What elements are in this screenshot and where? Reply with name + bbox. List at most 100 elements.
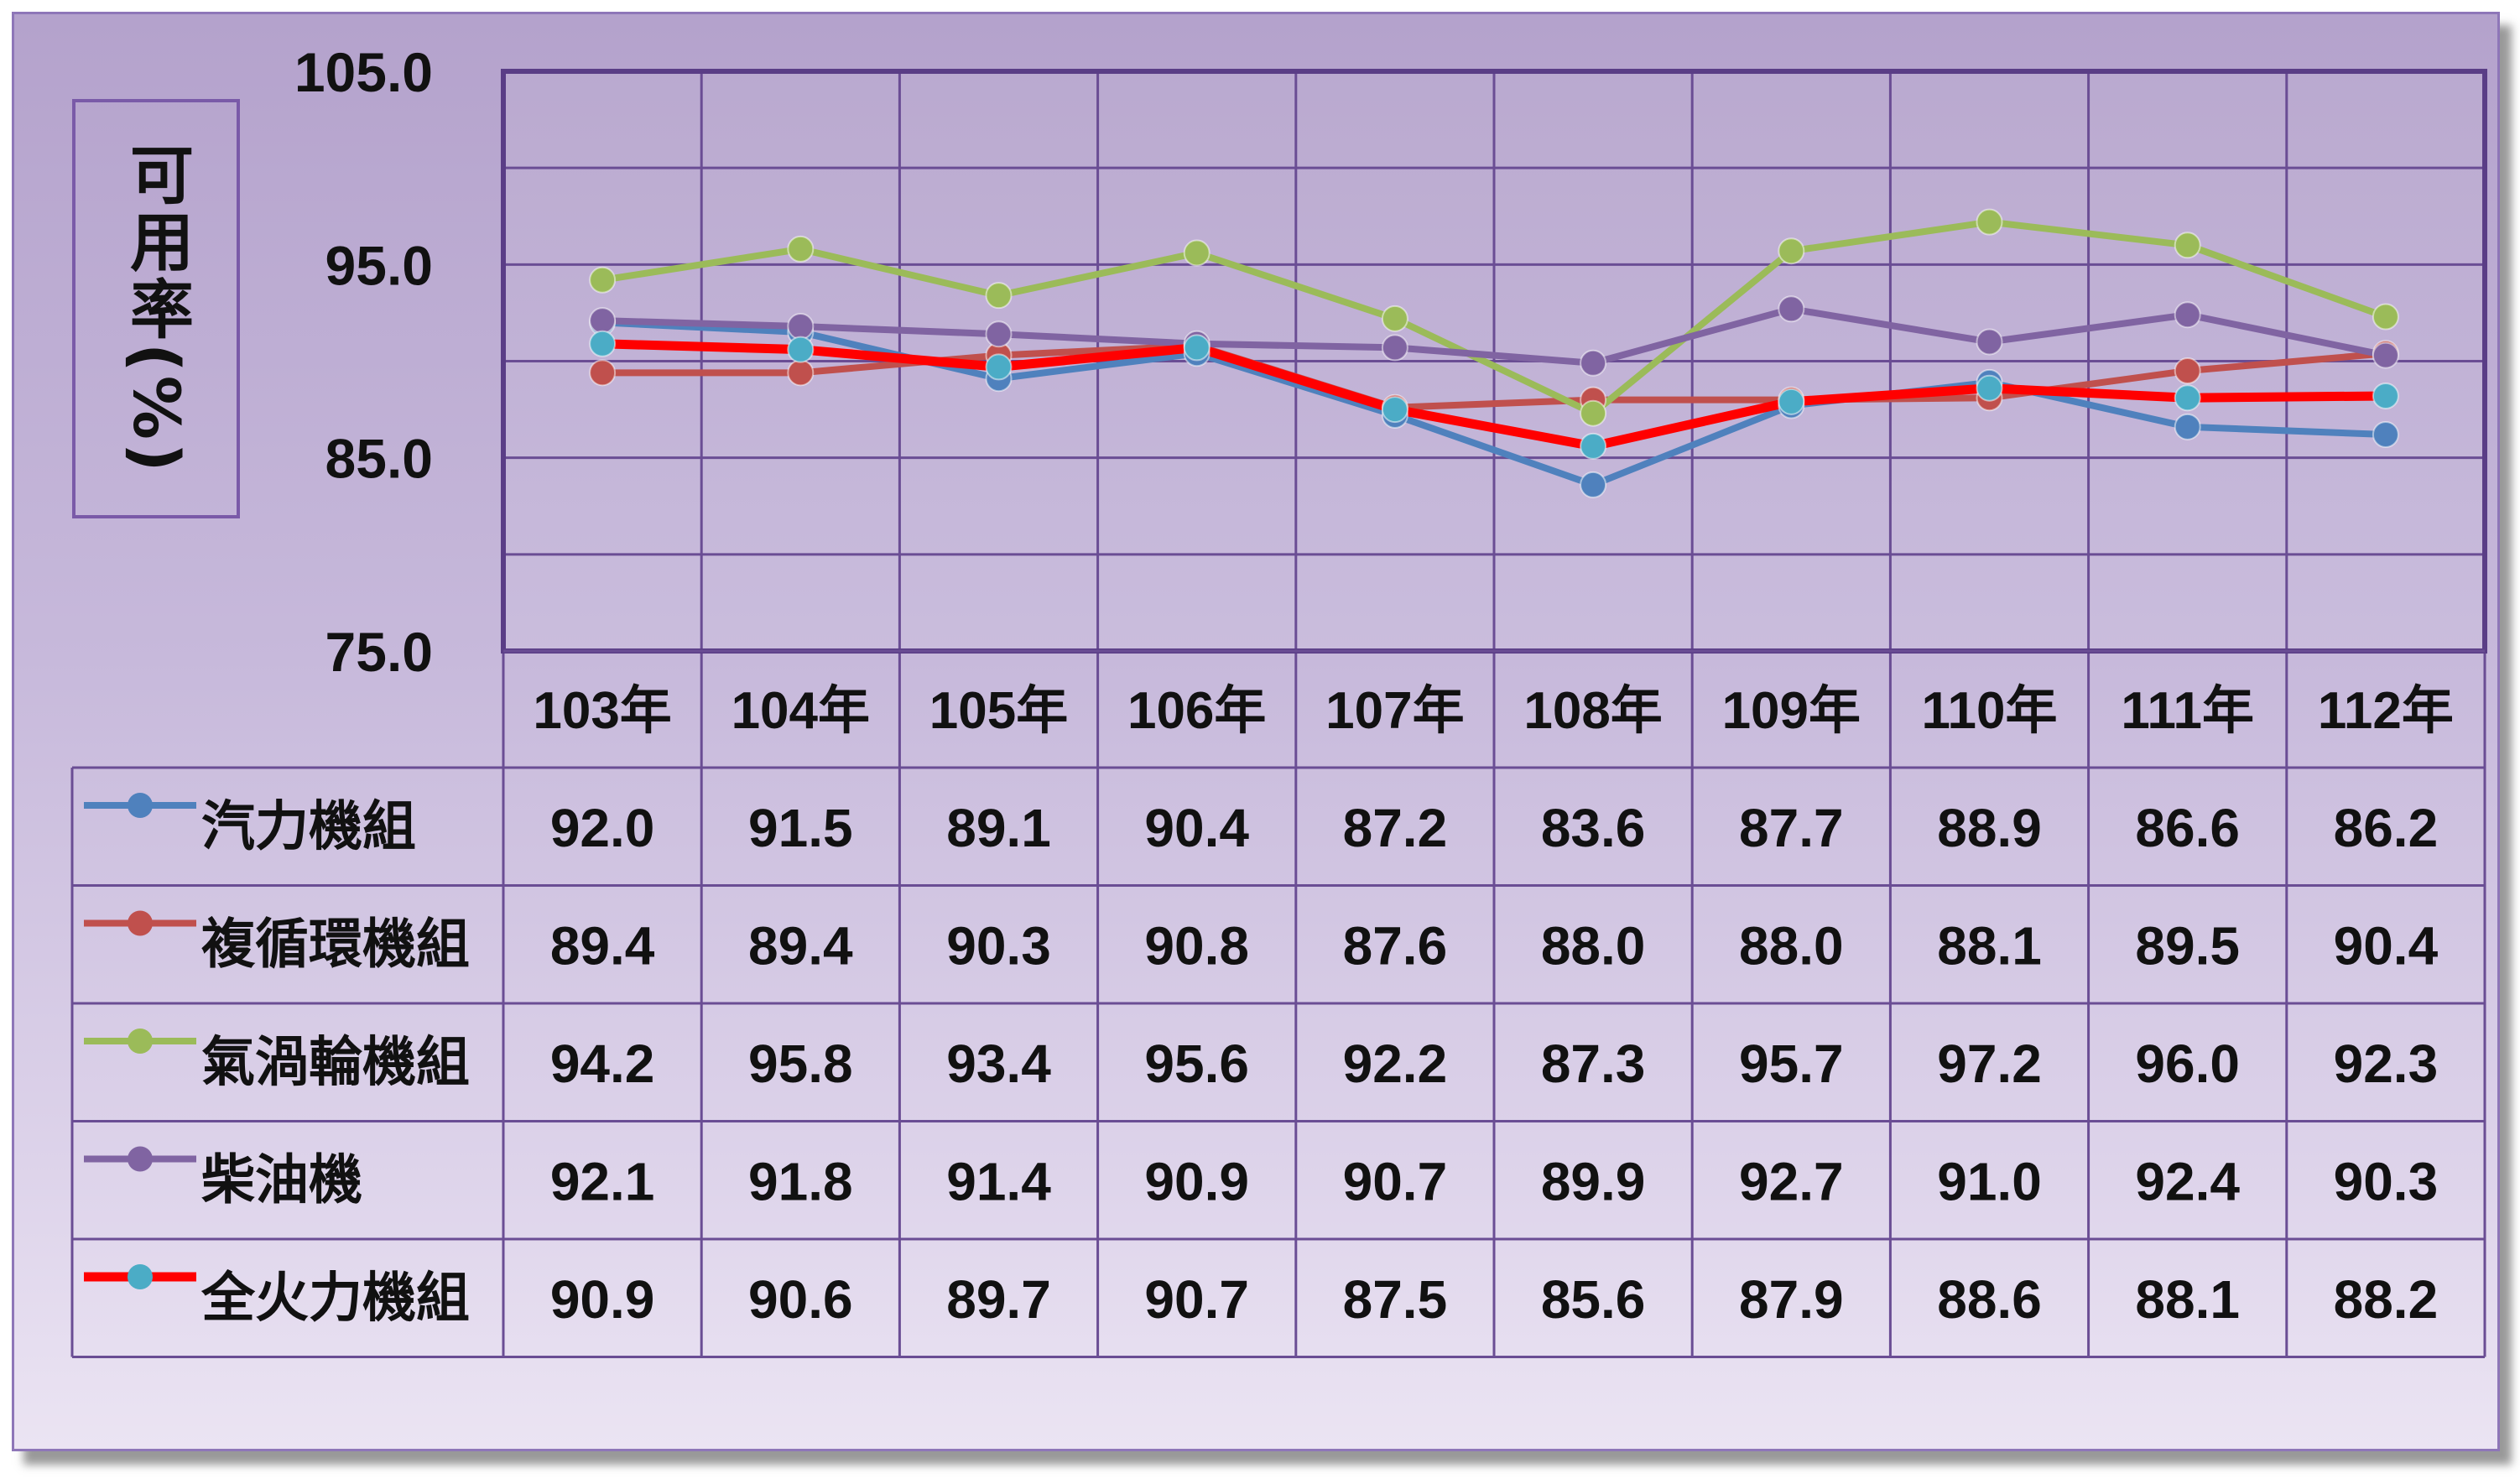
table-cell: 90.7 [1144, 1269, 1249, 1330]
table-cell: 95.8 [748, 1034, 853, 1094]
table-cell: 89.1 [946, 798, 1051, 858]
legend-label: 全火力機組 [200, 1268, 470, 1328]
table-cell: 90.3 [946, 916, 1051, 976]
data-point [985, 282, 1013, 310]
x-tick-label: 104年 [732, 682, 870, 740]
data-point [787, 359, 815, 387]
data-point [1381, 396, 1408, 424]
table-cell: 88.2 [2334, 1269, 2439, 1330]
y-axis-title-box: 可用率(%) [72, 99, 240, 518]
data-point [1183, 334, 1211, 362]
x-tick-label: 107年 [1325, 682, 1464, 740]
data-point [787, 235, 815, 263]
table-cell: 89.5 [2135, 916, 2240, 976]
table-cell: 91.5 [748, 798, 853, 858]
series-line-4 [601, 339, 2386, 451]
data-point [985, 320, 1013, 348]
x-tick-label: 112年 [2318, 682, 2454, 740]
table-cell: 93.4 [946, 1034, 1051, 1094]
table-cell: 90.7 [1343, 1152, 1448, 1212]
y-tick-label: 105.0 [294, 41, 433, 103]
table-cell: 92.1 [550, 1152, 655, 1212]
chart-frame [12, 12, 2500, 1451]
table-cell: 87.9 [1739, 1269, 1844, 1330]
table-cell: 87.3 [1541, 1034, 1646, 1094]
data-point [985, 353, 1013, 381]
data-point [1778, 237, 1805, 265]
data-point [1580, 399, 1607, 427]
legend-key-marker [128, 910, 153, 936]
table-cell: 92.0 [550, 798, 655, 858]
data-point [2174, 413, 2201, 440]
table-cell: 85.6 [1541, 1269, 1646, 1330]
legend-key-marker [128, 1264, 153, 1289]
data-point [1976, 328, 2003, 356]
table-cell: 91.4 [946, 1152, 1051, 1212]
series-line-2 [601, 218, 2387, 417]
legend-key-marker [128, 1029, 153, 1054]
table-cell: 88.9 [1937, 798, 2042, 858]
data-point [589, 330, 617, 357]
data-point [1580, 349, 1607, 377]
data-point [1778, 388, 1805, 415]
data-point [1381, 334, 1408, 362]
data-point [1976, 374, 2003, 402]
data-point [2174, 384, 2201, 412]
y-tick-label: 75.0 [325, 621, 433, 683]
data-point [2372, 421, 2399, 449]
table-cell: 90.9 [550, 1269, 655, 1330]
data-point [589, 307, 617, 335]
table-cell: 88.0 [1739, 916, 1844, 976]
x-tick-label: 110年 [1921, 682, 2057, 740]
legend-label: 柴油機 [201, 1150, 362, 1211]
table-cell: 94.2 [550, 1034, 655, 1094]
x-tick-label: 105年 [929, 682, 1068, 740]
data-point [1976, 208, 2003, 236]
table-cell: 87.6 [1343, 916, 1448, 976]
x-tick-label: 111年 [2121, 682, 2254, 740]
table-cell: 89.4 [550, 916, 655, 976]
table-cell: 97.2 [1937, 1034, 2042, 1094]
data-point [589, 266, 617, 294]
legend-label: 汽力機組 [201, 796, 416, 857]
table-cell: 83.6 [1541, 798, 1646, 858]
table-cell: 92.3 [2334, 1034, 2439, 1094]
table-cell: 95.7 [1739, 1034, 1844, 1094]
data-point [2174, 232, 2201, 259]
table-cell: 92.4 [2135, 1152, 2240, 1212]
table-cell: 88.0 [1541, 916, 1646, 976]
table-cell: 89.7 [946, 1269, 1051, 1330]
table-cell: 96.0 [2135, 1034, 2240, 1094]
y-tick-label: 95.0 [325, 234, 433, 296]
table-cell: 90.8 [1144, 916, 1249, 976]
x-tick-label: 103年 [533, 682, 671, 740]
table-cell: 92.7 [1739, 1152, 1844, 1212]
table-cell: 90.3 [2334, 1152, 2439, 1212]
series-line-3 [601, 305, 2387, 367]
table-cell: 86.6 [2135, 798, 2240, 858]
table-cell: 91.0 [1937, 1152, 2042, 1212]
table-cell: 88.1 [2135, 1269, 2240, 1330]
data-point [2174, 357, 2201, 385]
table-cell: 89.9 [1541, 1152, 1646, 1212]
legend-key-marker [128, 1146, 153, 1172]
table-cell: 87.5 [1343, 1269, 1448, 1330]
data-point [1778, 295, 1805, 323]
table-cell: 92.2 [1343, 1034, 1448, 1094]
table-cell: 88.1 [1937, 916, 2042, 976]
table-cell: 95.6 [1144, 1034, 1249, 1094]
table-cell: 89.4 [748, 916, 853, 976]
data-point [2372, 382, 2399, 409]
data-point [589, 359, 617, 387]
table-cell: 91.8 [748, 1152, 853, 1212]
data-point [2174, 301, 2201, 329]
data-point [1183, 239, 1211, 267]
table-cell: 90.4 [1144, 798, 1249, 858]
data-point [787, 313, 815, 341]
data-point [2372, 341, 2399, 369]
data-point [1580, 471, 1607, 498]
legend-key-marker [128, 793, 153, 818]
table-cell: 87.2 [1343, 798, 1448, 858]
x-tick-label: 108年 [1523, 682, 1662, 740]
